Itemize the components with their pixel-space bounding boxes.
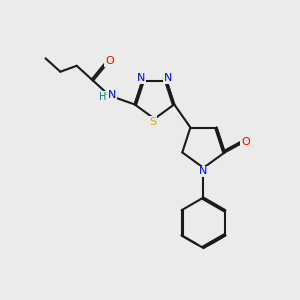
Text: N: N	[164, 73, 172, 83]
Text: N: N	[108, 91, 116, 100]
Text: H: H	[99, 92, 106, 102]
Text: S: S	[149, 117, 157, 127]
Text: O: O	[105, 56, 114, 66]
Text: N: N	[136, 73, 145, 83]
Text: N: N	[199, 167, 208, 176]
Text: O: O	[241, 137, 250, 147]
